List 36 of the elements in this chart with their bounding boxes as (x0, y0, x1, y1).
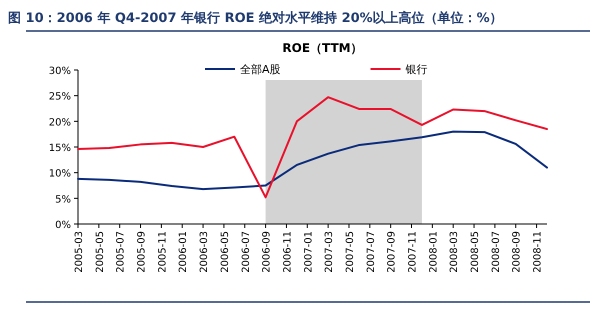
y-tick-label: 5% (55, 194, 71, 206)
legend-label: 银行 (404, 63, 428, 76)
x-tick-label: 2008-03 (449, 231, 460, 273)
x-tick-label: 2007-11 (408, 231, 419, 273)
x-tick-label: 2007-05 (344, 231, 356, 273)
x-tick-label: 2006-03 (199, 231, 210, 273)
x-tick-label: 2006-01 (178, 231, 190, 273)
x-tick-label: 2006-05 (220, 231, 231, 273)
legend-label: 全部A股 (240, 63, 281, 76)
x-tick-label: 2008-11 (532, 231, 544, 273)
x-tick-label: 2007-09 (386, 231, 398, 273)
x-tick-label: 2006-07 (240, 231, 252, 273)
x-tick-label: 2005-09 (136, 231, 148, 273)
y-tick-label: 30% (48, 66, 71, 77)
x-tick-label: 2007-07 (366, 231, 377, 273)
line-series (77, 130, 548, 190)
line-series (77, 96, 548, 198)
x-tick-label: 2008-05 (470, 231, 482, 273)
x-tick-label: 2005-03 (74, 231, 85, 273)
x-tick-label: 2007-03 (324, 231, 336, 273)
x-tick-label: 2005-11 (157, 231, 168, 273)
x-tick-label: 2008-09 (512, 231, 523, 273)
y-tick-label: 15% (48, 143, 71, 154)
x-tick-label: 2007-01 (303, 231, 314, 273)
y-tick-label: 10% (48, 168, 71, 180)
x-tick-label: 2006-11 (282, 231, 294, 273)
chart-title: 图 10：2006 年 Q4-2007 年银行 ROE 绝对水平维持 20%以上高位（单位：%） (8, 10, 503, 26)
y-tick-label: 20% (48, 117, 71, 128)
x-tick-label: 2005-07 (116, 231, 127, 273)
y-tick-label: 0% (55, 220, 71, 231)
x-tick-label: 2008-07 (490, 231, 502, 273)
chart-subtitle: ROE（TTM） (282, 41, 363, 55)
x-tick-label: 2006-09 (262, 231, 273, 273)
x-tick-label: 2008-01 (428, 231, 440, 273)
y-tick-label: 25% (48, 92, 71, 103)
x-tick-label: 2005-05 (94, 231, 106, 273)
